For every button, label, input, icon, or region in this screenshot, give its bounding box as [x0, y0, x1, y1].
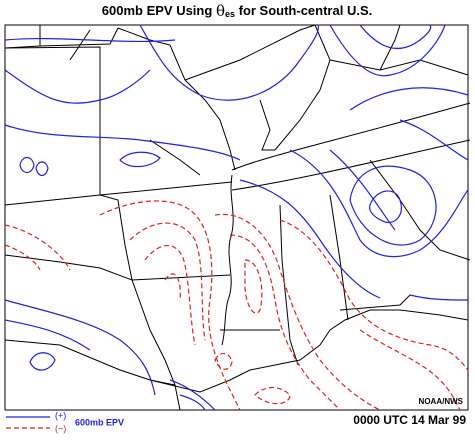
legend-positive: (+): [55, 410, 66, 420]
map: NOAA/NWS: [4, 24, 471, 411]
title-subscript: es: [225, 9, 235, 19]
legend-negative: (−): [55, 423, 66, 433]
positive-epv-contours: [4, 24, 469, 411]
negative-epv-contours: [4, 200, 469, 411]
credit: NOAA/NWS: [419, 397, 464, 406]
legend-label: 600mb EPV: [75, 417, 124, 427]
state-borders: [4, 24, 471, 411]
title-symbol: θ: [216, 2, 225, 20]
map-frame: [4, 24, 469, 411]
title-suffix: for South-central U.S.: [239, 3, 373, 18]
legend: (+) (−) 600mb EPV: [6, 410, 124, 433]
valid-time: 0000 UTC 14 Mar 99: [353, 413, 466, 427]
title: 600mb EPV Using θes for South-central U.…: [102, 2, 372, 20]
title-prefix: 600mb EPV Using: [102, 3, 213, 18]
